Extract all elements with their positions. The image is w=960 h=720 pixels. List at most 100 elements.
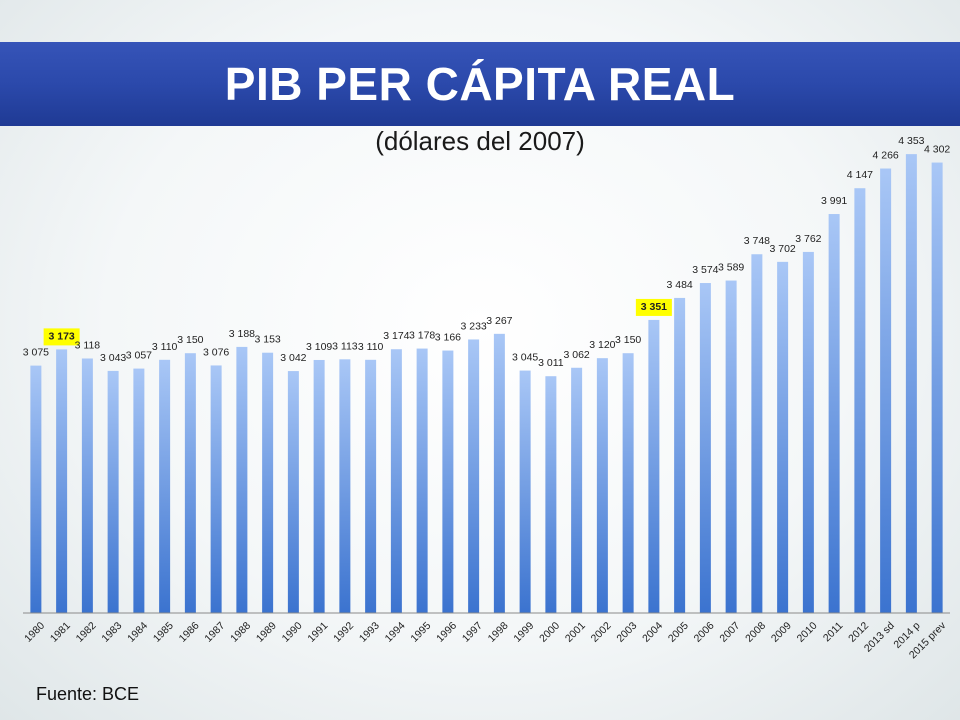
x-tick-label-1985: 1985	[151, 620, 176, 645]
page-title: PIB PER CÁPITA REAL	[224, 58, 736, 110]
x-tick-label-1996: 1996	[434, 620, 459, 645]
data-label-2006: 3 574	[692, 264, 718, 276]
bars-group	[30, 154, 943, 614]
x-tick-label-2003: 2003	[614, 620, 639, 645]
data-label-2015-prev: 4 302	[924, 144, 950, 156]
x-tick-label-1983: 1983	[99, 620, 124, 645]
data-label-2002: 3 120	[589, 339, 615, 351]
bar-2000	[545, 376, 557, 613]
bar-1990	[287, 371, 299, 613]
x-tick-label-1990: 1990	[280, 620, 305, 645]
bar-1996	[442, 350, 454, 613]
data-label-2001: 3 062	[563, 349, 589, 361]
x-tick-label-1988: 1988	[228, 620, 253, 645]
bar-1980	[30, 365, 42, 613]
x-tick-label-1995: 1995	[408, 620, 433, 645]
bar-1994	[390, 349, 402, 613]
bar-2015-prev	[931, 162, 943, 614]
x-tick-label-2010: 2010	[795, 620, 820, 645]
bar-2008	[751, 254, 763, 613]
bar-1981	[56, 349, 68, 613]
data-label-1987: 3 076	[203, 346, 229, 358]
data-label-1980: 3 075	[23, 347, 49, 359]
source-note: Fuente: BCE	[36, 684, 140, 704]
bar-2013-sd	[880, 168, 892, 613]
x-tick-label-1981: 1981	[48, 620, 73, 645]
data-label-2012: 4 147	[847, 169, 873, 181]
data-label-1988: 3 188	[229, 328, 255, 340]
x-tick-label-1986: 1986	[177, 620, 202, 645]
bar-1983	[107, 370, 119, 613]
bar-1984	[133, 368, 145, 613]
data-label-1991: 3 109	[306, 341, 332, 353]
data-label-1989: 3 153	[254, 334, 280, 346]
bar-2009	[777, 261, 789, 613]
bar-2002	[596, 358, 608, 613]
bar-1985	[159, 359, 171, 613]
x-tick-label-2005: 2005	[666, 620, 691, 645]
bar-1989	[262, 352, 274, 613]
x-tick-label-1989: 1989	[254, 620, 279, 645]
data-label-2013-sd: 4 266	[872, 150, 898, 162]
x-tick-label-2007: 2007	[717, 620, 742, 645]
x-tick-label-2009: 2009	[769, 620, 794, 645]
bar-1995	[416, 348, 428, 613]
data-label-2004: 3 351	[641, 301, 667, 313]
bar-2007	[725, 280, 737, 613]
bar-1986	[184, 353, 196, 613]
bar-2014-p	[905, 154, 917, 613]
bar-1987	[210, 365, 222, 613]
data-label-2010: 3 762	[795, 233, 821, 245]
bar-2010	[802, 251, 814, 614]
data-label-1992: 3 113	[332, 340, 358, 352]
x-tick-label-1984: 1984	[125, 620, 150, 645]
x-tick-label-1997: 1997	[460, 620, 485, 645]
bar-2006	[699, 283, 711, 613]
page-subtitle: (dólares del 2007)	[375, 126, 585, 156]
x-tick-label-2002: 2002	[589, 620, 614, 645]
x-tick-labels-group: 1980 1981 1982 1983 1984 1985 1986 1987 1988 1989…	[22, 619, 949, 661]
data-label-1993: 3 110	[358, 341, 384, 353]
bar-2003	[622, 353, 634, 613]
x-tick-label-1994: 1994	[383, 620, 408, 645]
x-tick-label-1987: 1987	[202, 620, 227, 645]
x-tick-label-1999: 1999	[511, 620, 536, 645]
data-label-2003: 3 150	[615, 334, 641, 346]
data-label-2011: 3 991	[821, 195, 847, 207]
bar-1988	[236, 346, 248, 613]
x-tick-label-2011: 2011	[821, 620, 846, 645]
bar-1997	[468, 339, 480, 613]
data-label-2014-p: 4 353	[898, 135, 924, 147]
x-tick-label-1980: 1980	[22, 620, 47, 645]
data-label-1983: 3 043	[100, 352, 126, 364]
data-label-2000: 3 011	[538, 357, 564, 369]
x-tick-label-1991: 1991	[305, 620, 330, 645]
data-label-2008: 3 748	[744, 235, 770, 247]
bar-1982	[81, 358, 93, 613]
data-label-highlight-2004	[635, 298, 672, 316]
data-label-1982: 3 118	[75, 339, 101, 351]
data-label-1994: 3 174	[383, 330, 409, 342]
data-label-2005: 3 484	[666, 279, 692, 291]
bar-1993	[365, 359, 377, 613]
data-label-2007: 3 589	[718, 262, 744, 274]
bar-1999	[519, 370, 531, 613]
data-label-1997: 3 233	[460, 320, 486, 332]
data-label-1985: 3 110	[152, 341, 178, 353]
bar-2012	[854, 188, 866, 614]
bar-1991	[313, 359, 325, 613]
data-label-1986: 3 150	[177, 334, 203, 346]
bar-1992	[339, 359, 351, 613]
x-tick-label-1992: 1992	[331, 620, 356, 645]
data-label-1996: 3 166	[435, 332, 461, 344]
data-label-1984: 3 057	[126, 350, 152, 362]
bar-1998	[493, 333, 505, 613]
bar-2001	[571, 367, 583, 613]
data-label-2009: 3 702	[769, 243, 795, 255]
x-tick-label-2008: 2008	[743, 620, 768, 645]
x-tick-label-2000: 2000	[537, 620, 562, 645]
x-tick-label-2001: 2001	[563, 620, 588, 645]
data-label-1981: 3 173	[48, 330, 74, 342]
